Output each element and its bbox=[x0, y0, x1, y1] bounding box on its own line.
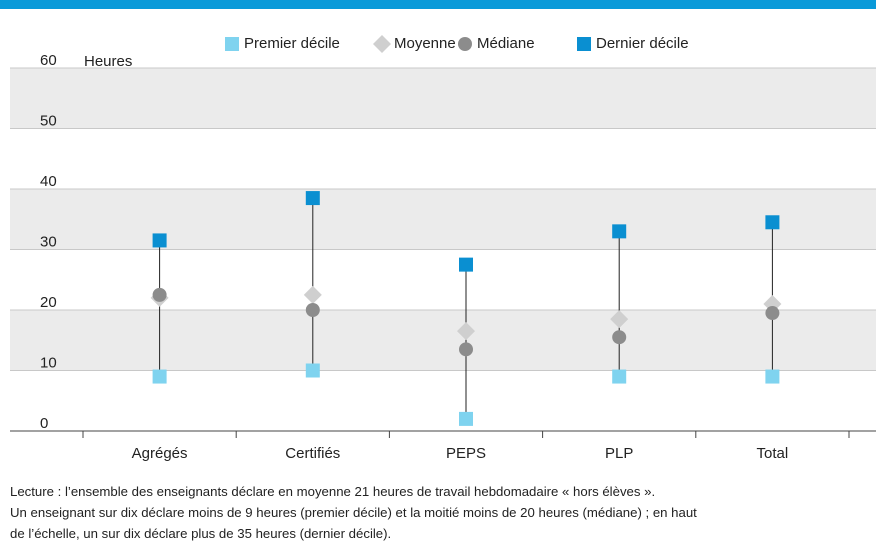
data-point bbox=[612, 330, 627, 345]
chart: Heures 0 10 20 30 40 50 60 Agrégés Certifiés PEPS… bbox=[0, 0, 876, 462]
legend-label: Dernier décile bbox=[596, 35, 689, 52]
note-line: de l’échelle, un sur dix déclare plus de… bbox=[10, 526, 392, 541]
data-point bbox=[305, 191, 320, 206]
y-axis-label: Heures bbox=[84, 53, 132, 70]
data-point bbox=[305, 363, 320, 378]
legend-marker bbox=[373, 35, 391, 53]
legend-marker bbox=[577, 37, 591, 51]
grid-band bbox=[10, 68, 876, 129]
data-point bbox=[765, 306, 780, 321]
data-point bbox=[152, 287, 167, 302]
y-tick-label: 30 bbox=[40, 233, 57, 250]
y-tick-label: 50 bbox=[40, 112, 57, 129]
data-point bbox=[459, 257, 473, 272]
note-line: Lecture : l’ensemble des enseignants déc… bbox=[10, 484, 656, 499]
legend-label: Premier décile bbox=[244, 35, 340, 52]
x-tick-label: PLP bbox=[605, 445, 633, 462]
note: Lecture : l’ensemble des enseignants déc… bbox=[10, 481, 870, 544]
data-point bbox=[305, 303, 320, 317]
note-line: Un enseignant sur dix déclare moins de 9… bbox=[10, 505, 697, 520]
y-tick-label: 20 bbox=[40, 294, 57, 311]
data-point bbox=[459, 411, 473, 426]
grid-band bbox=[10, 310, 876, 371]
data-point bbox=[303, 285, 322, 304]
x-tick-label: Certifiés bbox=[285, 445, 340, 462]
data-point bbox=[152, 369, 167, 384]
data-point bbox=[765, 215, 780, 230]
y-tick-label: 40 bbox=[40, 173, 57, 190]
top-bar bbox=[0, 0, 876, 9]
legend-marker bbox=[225, 37, 239, 51]
data-point bbox=[612, 369, 627, 384]
y-tick-label: 60 bbox=[40, 52, 57, 69]
data-point bbox=[612, 224, 627, 239]
y-tick-label: 10 bbox=[40, 354, 57, 371]
data-point bbox=[610, 310, 629, 329]
data-point bbox=[765, 369, 780, 384]
x-tick-label: Total bbox=[757, 445, 789, 462]
x-tick-label: Agrégés bbox=[132, 445, 188, 462]
grid-band bbox=[10, 189, 876, 250]
data-point bbox=[152, 233, 167, 248]
data-point bbox=[457, 322, 475, 341]
legend-label: Médiane bbox=[477, 35, 535, 52]
legend-label: Moyenne bbox=[394, 35, 456, 52]
y-tick-label: 0 bbox=[40, 415, 48, 432]
data-point bbox=[459, 342, 473, 357]
legend-marker bbox=[458, 37, 472, 51]
x-tick-label: PEPS bbox=[446, 445, 486, 462]
